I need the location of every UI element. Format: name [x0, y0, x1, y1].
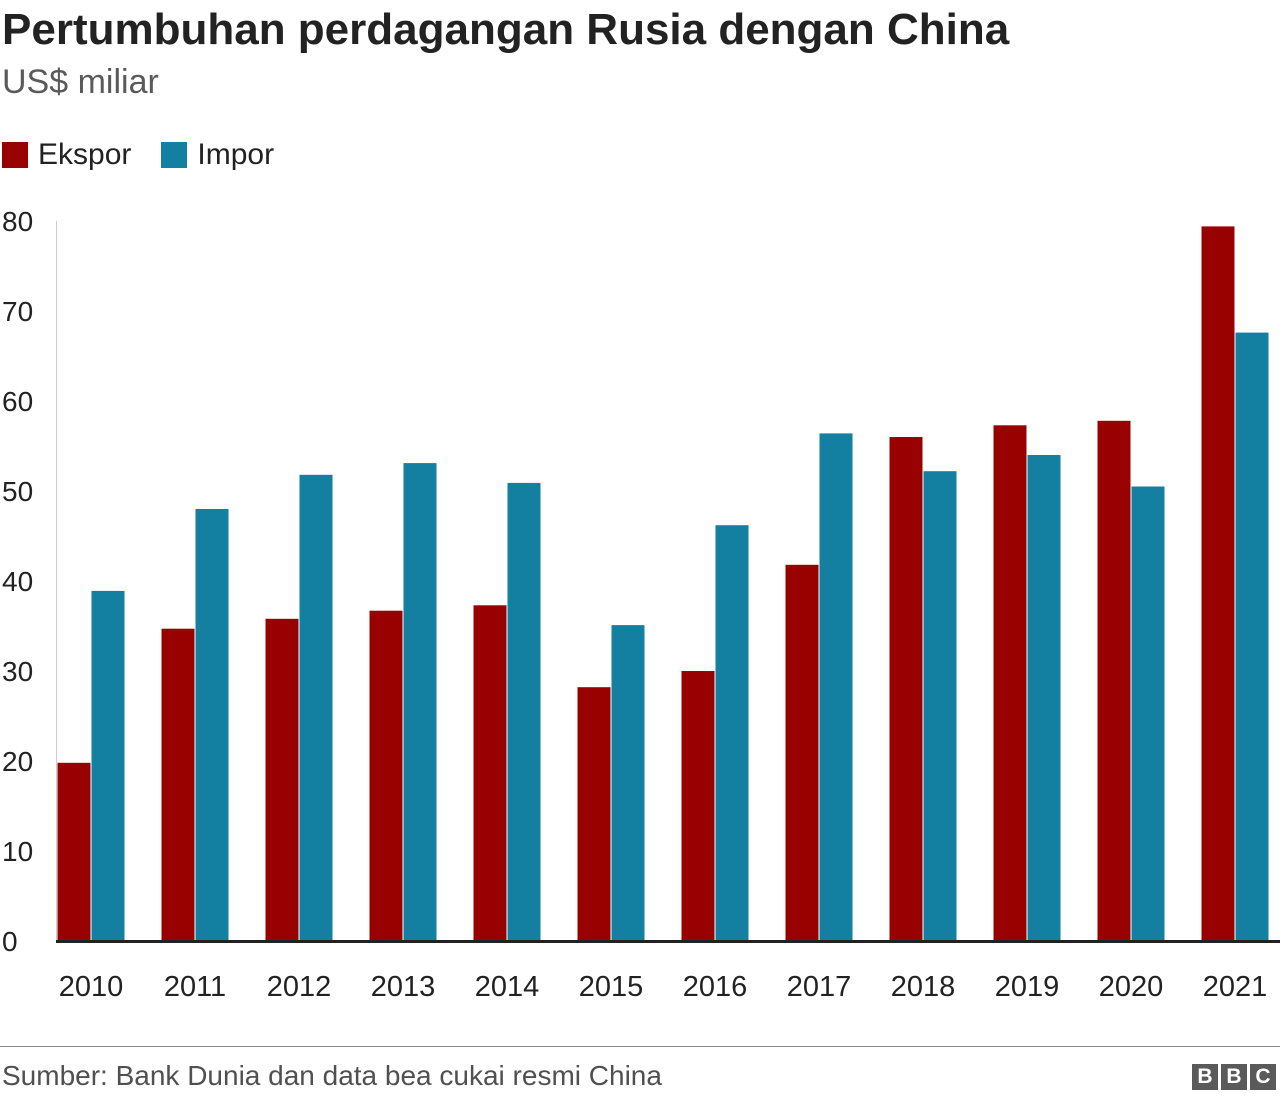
- y-tick-label: 20: [2, 746, 33, 777]
- x-tick-label: 2019: [995, 971, 1060, 1003]
- x-tick-label: 2015: [579, 971, 644, 1003]
- y-tick-label: 60: [2, 386, 33, 417]
- bar-impor-2012: [299, 474, 333, 941]
- bar-ekspor-2020: [1097, 420, 1131, 941]
- bar-impor-2010: [91, 590, 125, 941]
- bar-ekspor-2016: [681, 671, 715, 941]
- bar-ekspor-2012: [265, 618, 299, 941]
- y-tick-label: 50: [2, 476, 33, 507]
- bar-ekspor-2014: [473, 605, 507, 941]
- y-tick-label: 40: [2, 566, 33, 597]
- bar-ekspor-2017: [785, 564, 819, 941]
- x-tick-label: 2013: [371, 971, 436, 1003]
- x-tick-label: 2017: [787, 971, 852, 1003]
- x-tick-label: 2020: [1099, 971, 1164, 1003]
- bar-impor-2017: [819, 433, 853, 941]
- x-tick-label: 2010: [59, 971, 124, 1003]
- bar-impor-2021: [1235, 332, 1269, 942]
- y-tick-label: 30: [2, 656, 33, 687]
- logo-letter: B: [1221, 1064, 1247, 1090]
- bar-impor-2015: [611, 625, 645, 941]
- bar-impor-2018: [923, 471, 957, 941]
- x-tick-label: 2014: [475, 971, 540, 1003]
- bar-impor-2011: [195, 509, 229, 941]
- x-tick-label: 2012: [267, 971, 332, 1003]
- y-tick-label: 10: [2, 836, 33, 867]
- legend: Ekspor Impor: [2, 138, 304, 172]
- bar-ekspor-2019: [993, 425, 1027, 941]
- bar-impor-2014: [507, 482, 541, 941]
- bar-impor-2016: [715, 525, 749, 941]
- x-tick-label: 2018: [891, 971, 956, 1003]
- chart-title: Pertumbuhan perdagangan Rusia dengan Chi…: [2, 5, 1010, 54]
- bar-impor-2020: [1131, 486, 1165, 941]
- bar-impor-2013: [403, 463, 437, 941]
- bar-ekspor-2011: [161, 628, 195, 941]
- chart-subtitle: US$ miliar: [2, 63, 159, 101]
- logo-letter: B: [1192, 1064, 1218, 1090]
- legend-item-ekspor: Ekspor: [2, 138, 131, 172]
- bar-ekspor-2010: [57, 762, 91, 941]
- footer-divider: [0, 1046, 1280, 1047]
- y-tick-label: 0: [2, 926, 18, 957]
- legend-swatch-ekspor: [2, 142, 28, 168]
- legend-label-ekspor: Ekspor: [38, 138, 132, 171]
- bar-ekspor-2021: [1201, 226, 1235, 941]
- x-tick-label: 2016: [683, 971, 748, 1003]
- bbc-logo: B B C: [1189, 1064, 1276, 1090]
- y-tick-label: 80: [2, 206, 33, 237]
- bar-chart: 0 10 20 30 40 50 60 70 80 2010 2011 2012 2013 2014 201…: [2, 206, 1280, 1003]
- x-tick-label: 2021: [1203, 971, 1268, 1003]
- legend-swatch-impor: [161, 142, 188, 168]
- source-note: Sumber: Bank Dunia dan data bea cukai re…: [2, 1060, 662, 1091]
- logo-letter: C: [1250, 1064, 1276, 1090]
- bar-ekspor-2013: [369, 610, 403, 941]
- y-tick-label: 70: [2, 296, 33, 327]
- legend-label-impor: Impor: [197, 138, 275, 171]
- x-tick-label: 2011: [164, 971, 226, 1003]
- bar-ekspor-2015: [577, 687, 611, 941]
- bar-impor-2019: [1027, 455, 1061, 941]
- legend-item-impor: Impor: [161, 138, 274, 172]
- bar-ekspor-2018: [889, 437, 923, 941]
